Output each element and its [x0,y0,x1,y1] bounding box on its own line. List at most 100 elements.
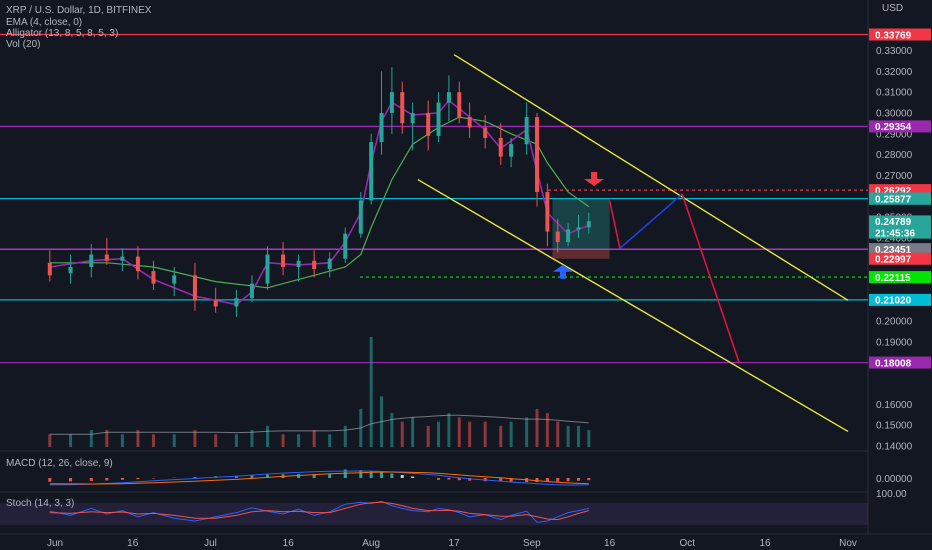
candle-body [509,144,514,157]
volume-bar [328,434,332,447]
volume-bar [457,417,461,447]
time-tick-label: 16 [127,538,139,549]
price-tick-label: 0.14000 [876,442,913,453]
volume-bar [576,425,580,447]
macd-histogram-bar [587,478,591,481]
price-badge [869,28,931,41]
volume-bar [535,408,539,447]
price-badge [869,293,931,306]
macd-line [49,470,589,486]
volume-legend[interactable]: Vol (20) [6,39,41,50]
price-badge-label: 0.18008 [875,358,912,369]
candle-body [192,275,197,301]
price-badge [869,252,931,265]
volume-bar [89,430,93,447]
candle-body [576,227,581,230]
macd-histogram-bar [120,478,124,480]
volume-bar [250,430,254,447]
ema-legend[interactable]: EMA (4, close, 0) [6,17,83,28]
candle-body [358,200,363,234]
time-tick-label: 17 [449,538,461,549]
candle-body [436,102,441,136]
projection-segment [608,200,621,249]
volume-bar [369,337,373,447]
macd-histogram-bar [105,478,109,481]
projection-segment [619,193,683,249]
candle-body [172,275,177,284]
currency-label[interactable]: USD [882,3,904,14]
price-badge-label: 0.26292 [875,186,912,197]
candle-body [327,258,332,270]
candle-body [234,298,239,307]
price-tick-label: 0.15000 [876,421,913,432]
macd-tick-label: 0.00000 [876,474,913,485]
price-tick-label: 0.33000 [876,46,913,57]
macd-legend[interactable]: MACD (12, 26, close, 9) [6,458,113,469]
price-badge-label: 0.25877 [875,195,912,206]
macd-histogram-bar [136,478,140,480]
price-badge [869,243,931,256]
volume-bar [343,425,347,447]
volume-bar [499,425,503,447]
price-tick-label: 0.20000 [876,317,913,328]
macd-histogram-bar [509,478,513,482]
time-tick-label: Jun [47,538,63,549]
candle-body [151,271,156,284]
price-badge [869,271,931,284]
volume-bar [400,421,404,447]
candle-body [535,117,540,193]
volume-bar [172,434,176,447]
time-tick-label: 16 [604,538,616,549]
price-badge-label: 0.24789 [875,217,912,228]
symbol-title: XRP / U.S. Dollar, 1D, BITFINEX [6,5,152,16]
channel-upper-line [453,54,849,301]
candle-body [120,256,125,261]
stoch-legend[interactable]: Stoch (14, 3, 3) [6,498,75,509]
volume-bar [312,430,316,447]
macd-histogram-bar [411,476,415,478]
macd-histogram-bar [343,469,347,478]
price-badge [869,226,931,239]
macd-histogram-bar [69,478,73,482]
position-profit-zone [552,198,610,250]
volume-bar [411,417,415,447]
volume-bar [525,417,529,447]
macd-signal-line [49,471,589,485]
macd-histogram-bar [400,474,404,478]
volume-bar [566,425,570,447]
macd-histogram-bar [48,478,52,482]
volume-bar [483,421,487,447]
candle-body [457,92,462,118]
price-tick-label: 0.27000 [876,171,913,182]
volume-bar [437,421,441,447]
candle-body [296,260,301,267]
macd-histogram-bar [437,478,441,480]
candle-body [68,266,73,274]
price-badge [869,215,931,228]
price-badge [869,192,931,205]
volume-bar [234,434,238,447]
candle-body [400,92,405,124]
price-tick-label: 0.28000 [876,150,913,161]
macd-histogram-bar [250,475,254,478]
position-loss-zone [552,249,610,259]
buy-arrow-icon [552,264,573,279]
volume-bar [120,434,124,447]
volume-bar [297,434,301,447]
volume-bar [151,434,155,447]
macd-histogram-bar [556,478,560,482]
volume-bar [281,434,285,447]
alligator-legend[interactable]: Alligator (13, 8, 5, 8, 5, 3) [6,28,119,39]
volume-bar [105,430,109,447]
stoch-tick-label: 100.00 [876,489,907,500]
candle-body [586,221,591,228]
stoch-band [0,503,868,525]
projection-segment [681,193,740,363]
volume-ma-line [49,414,589,435]
candle-body [379,112,384,143]
time-tick-label: Aug [362,538,380,549]
price-badge [869,356,931,369]
candle-body [265,254,270,284]
